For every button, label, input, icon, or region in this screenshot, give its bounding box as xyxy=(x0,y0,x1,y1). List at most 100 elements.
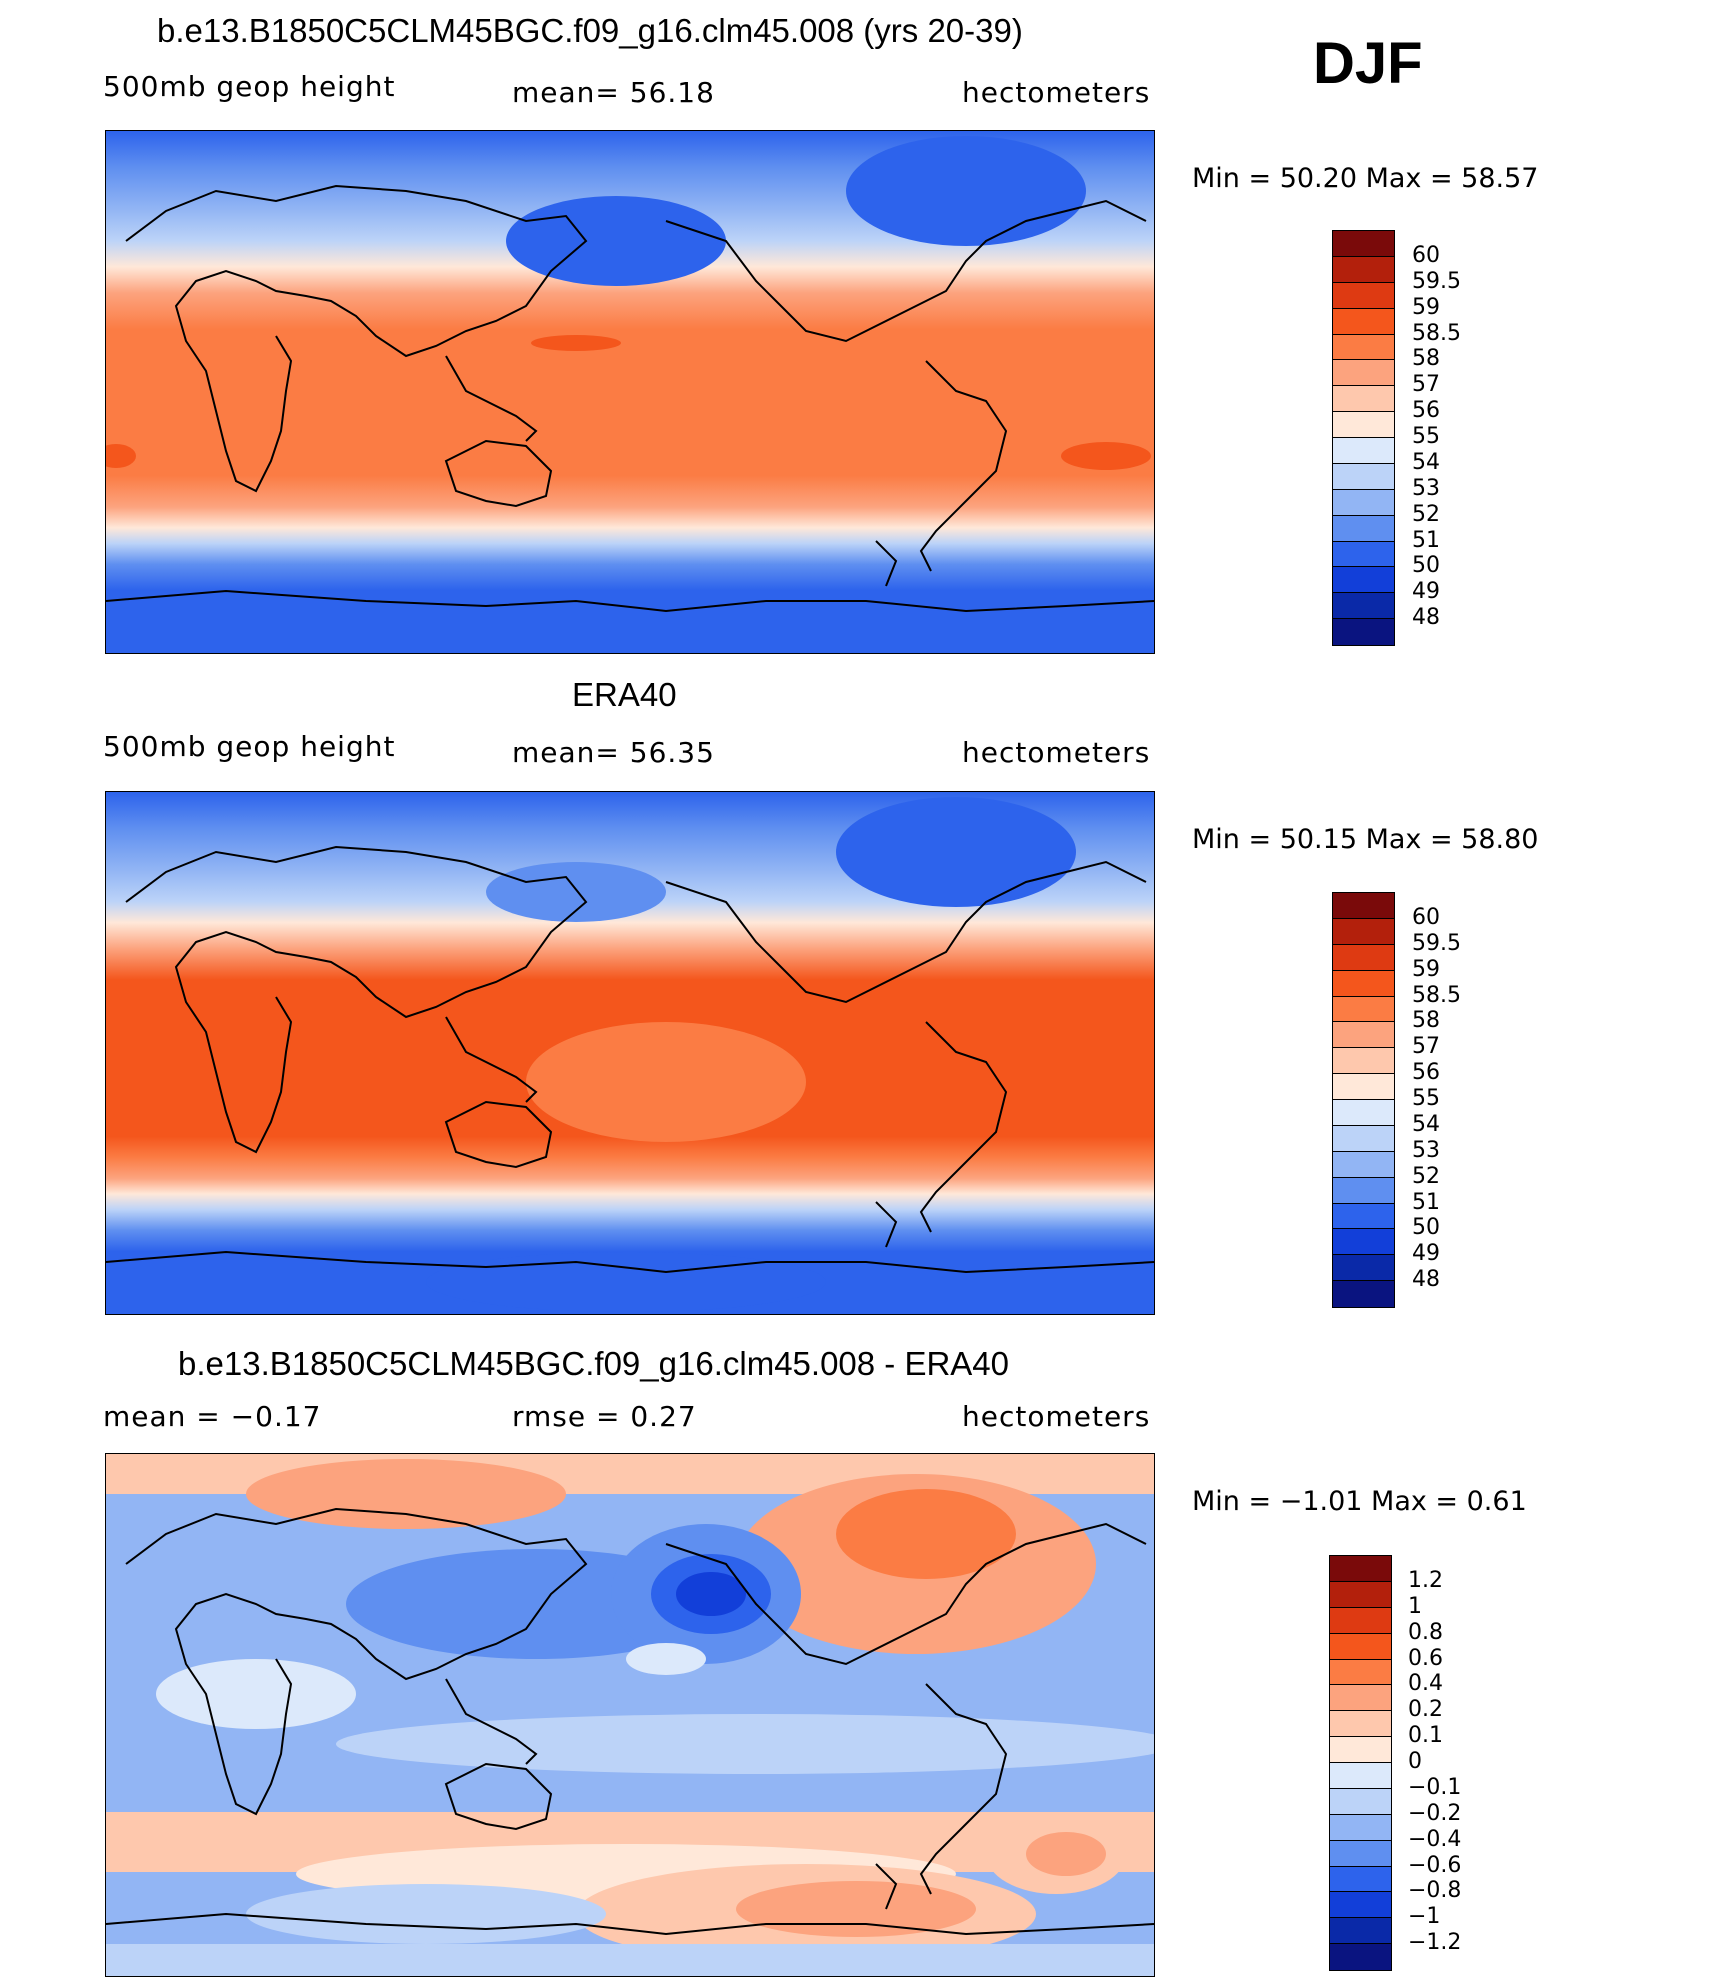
colorbar-tick-label: 50 xyxy=(1412,1215,1440,1241)
colorbar-swatch xyxy=(1330,1711,1391,1738)
colorbar-swatch xyxy=(1333,231,1394,257)
colorbar-swatch xyxy=(1333,1255,1394,1282)
colorbar-tick-label: 51 xyxy=(1412,527,1440,553)
colorbar-tick-label: 48 xyxy=(1412,1267,1440,1293)
colorbar-swatch xyxy=(1333,360,1394,387)
colorbar-tick-label: −0.2 xyxy=(1408,1800,1462,1826)
colorbar-tick-label: 58 xyxy=(1412,346,1440,372)
panel-3-units-label: hectometers xyxy=(962,1400,1151,1433)
colorbar-swatch xyxy=(1333,1151,1394,1178)
panel-1-minmax: Min = 50.20 Max = 58.57 xyxy=(1192,163,1539,194)
panel-2-mean-label: mean= 56.35 xyxy=(512,736,715,769)
colorbar-tick-label: 52 xyxy=(1412,1163,1440,1189)
colorbar-swatch xyxy=(1333,944,1394,971)
colorbar-tick-label: 49 xyxy=(1412,1241,1440,1267)
colorbar-tick-label: 57 xyxy=(1412,372,1440,398)
panel-1-variable-label: 500mb geop height xyxy=(103,70,396,103)
colorbar-tick-label: 52 xyxy=(1412,501,1440,527)
colorbar-tick-label: 53 xyxy=(1412,1137,1440,1163)
panel-3-contour-field xyxy=(106,1454,1154,1976)
panel-3-rmse-label: rmse = 0.27 xyxy=(512,1400,697,1433)
colorbar-swatch xyxy=(1333,996,1394,1023)
colorbar-tick-label: 56 xyxy=(1412,1060,1440,1086)
colorbar-tick-label: 0 xyxy=(1408,1749,1422,1774)
colorbar-swatch xyxy=(1333,438,1394,464)
panel-1-coastlines xyxy=(106,184,1154,613)
panel-2-coastlines xyxy=(106,845,1154,1274)
colorbar-tick-label: 58 xyxy=(1412,1008,1440,1034)
colorbar-tick-label: 59.5 xyxy=(1412,930,1461,956)
colorbar-swatch xyxy=(1330,1866,1391,1893)
season-label: DJF xyxy=(1313,31,1423,96)
colorbar-tick-label: −1.2 xyxy=(1408,1930,1462,1956)
colorbar-swatch xyxy=(1333,463,1394,490)
colorbar-tick-label: 0.6 xyxy=(1408,1645,1443,1671)
panel-1-units-label: hectometers xyxy=(962,76,1151,109)
colorbar-swatch xyxy=(1330,1763,1391,1789)
colorbar-tick-label: 58.5 xyxy=(1412,982,1461,1008)
colorbar-tick-label: 53 xyxy=(1412,475,1440,501)
colorbar-swatch xyxy=(1333,515,1394,542)
colorbar-swatch xyxy=(1333,1100,1394,1126)
colorbar-tick-label: 58.5 xyxy=(1412,320,1461,346)
colorbar-tick-label: 0.2 xyxy=(1408,1697,1443,1723)
panel-3-minmax: Min = −1.01 Max = 0.61 xyxy=(1192,1486,1527,1517)
colorbar-tick-label: 55 xyxy=(1412,424,1440,449)
colorbar-swatch xyxy=(1333,918,1394,945)
colorbar-swatch xyxy=(1330,1556,1391,1582)
colorbar-swatch xyxy=(1333,541,1394,568)
colorbar-swatch xyxy=(1333,893,1394,919)
colorbar-swatch xyxy=(1333,334,1394,361)
colorbar-swatch xyxy=(1333,593,1394,620)
colorbar-tick-label: 0.8 xyxy=(1408,1619,1443,1645)
panel-3-coastlines xyxy=(106,1507,1154,1936)
colorbar-swatch xyxy=(1333,282,1394,309)
colorbar-swatch xyxy=(1333,386,1394,413)
colorbar-swatch xyxy=(1330,1737,1391,1763)
colorbar-tick-label: 54 xyxy=(1412,449,1440,475)
colorbar-swatch xyxy=(1330,1685,1391,1712)
colorbar-tick-label: −0.8 xyxy=(1408,1878,1462,1904)
panel-3-colorbar xyxy=(1329,1555,1392,1971)
colorbar-swatch xyxy=(1330,1944,1391,1970)
panel-3-map xyxy=(105,1453,1155,1977)
colorbar-tick-label: 59.5 xyxy=(1412,268,1461,294)
colorbar-swatch xyxy=(1333,1281,1394,1307)
colorbar-swatch xyxy=(1330,1633,1391,1660)
colorbar-tick-label: 55 xyxy=(1412,1086,1440,1111)
colorbar-swatch xyxy=(1330,1607,1391,1634)
colorbar-swatch xyxy=(1333,1022,1394,1049)
colorbar-swatch xyxy=(1333,1203,1394,1230)
panel-2-map xyxy=(105,791,1155,1315)
colorbar-tick-label: 59 xyxy=(1412,956,1440,982)
panel-2-contour-field xyxy=(106,792,1154,1314)
colorbar-swatch xyxy=(1330,1918,1391,1945)
colorbar-tick-label: 60 xyxy=(1412,242,1440,268)
colorbar-tick-label: 49 xyxy=(1412,579,1440,605)
panel-3-title: b.e13.B1850C5CLM45BGC.f09_g16.clm45.008 … xyxy=(178,1345,1010,1382)
panel-2-title: ERA40 xyxy=(572,676,677,713)
colorbar-swatch xyxy=(1330,1581,1391,1608)
colorbar-swatch xyxy=(1333,489,1394,516)
panel-1-colorbar xyxy=(1332,230,1395,646)
colorbar-swatch xyxy=(1333,1048,1394,1075)
colorbar-swatch xyxy=(1333,256,1394,283)
colorbar-swatch xyxy=(1333,567,1394,594)
colorbar-swatch xyxy=(1330,1788,1391,1815)
panel-1-mean-label: mean= 56.18 xyxy=(512,76,715,109)
panel-2-colorbar xyxy=(1332,892,1395,1308)
colorbar-tick-label: −0.1 xyxy=(1408,1774,1462,1800)
colorbar-swatch xyxy=(1333,1177,1394,1204)
colorbar-tick-label: 57 xyxy=(1412,1034,1440,1060)
panel-2-minmax: Min = 50.15 Max = 58.80 xyxy=(1192,824,1539,855)
colorbar-tick-label: 56 xyxy=(1412,398,1440,424)
colorbar-swatch xyxy=(1333,1074,1394,1100)
colorbar-tick-label: −0.6 xyxy=(1408,1852,1462,1878)
colorbar-tick-label: 50 xyxy=(1412,553,1440,579)
colorbar-tick-label: 51 xyxy=(1412,1189,1440,1215)
colorbar-swatch xyxy=(1330,1814,1391,1841)
colorbar-swatch xyxy=(1333,412,1394,438)
colorbar-tick-label: 1 xyxy=(1408,1593,1422,1619)
colorbar-tick-label: 48 xyxy=(1412,605,1440,631)
colorbar-swatch xyxy=(1333,308,1394,335)
